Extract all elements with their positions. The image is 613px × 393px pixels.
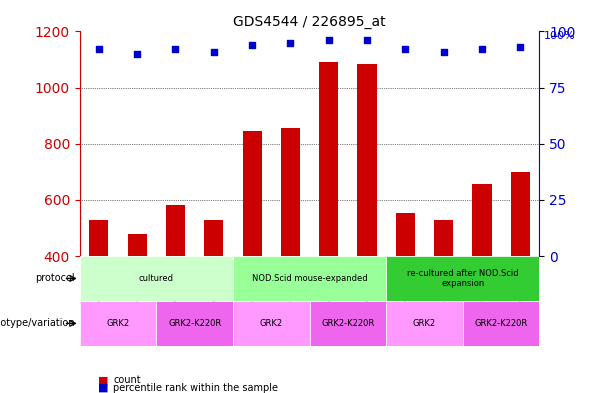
Text: GRK2-K220R: GRK2-K220R: [474, 319, 528, 328]
Point: [516, 44, 525, 50]
Point: [132, 51, 142, 57]
Bar: [281, 128, 300, 368]
FancyBboxPatch shape: [233, 301, 310, 346]
Bar: [434, 220, 453, 368]
FancyBboxPatch shape: [386, 301, 463, 346]
Text: cultured: cultured: [139, 274, 174, 283]
Text: protocol: protocol: [36, 274, 75, 283]
Text: ■: ■: [98, 383, 109, 393]
Point: [362, 37, 372, 44]
Bar: [166, 206, 185, 368]
Text: GRK2: GRK2: [413, 319, 436, 328]
FancyBboxPatch shape: [233, 256, 386, 301]
Point: [170, 46, 180, 53]
Bar: [204, 220, 223, 368]
Point: [94, 46, 104, 53]
Bar: [396, 213, 415, 368]
Bar: [357, 64, 376, 368]
FancyBboxPatch shape: [80, 256, 233, 301]
Bar: [319, 62, 338, 368]
Text: re-cultured after NOD.Scid
expansion: re-cultured after NOD.Scid expansion: [407, 269, 519, 288]
Point: [247, 42, 257, 48]
Text: NOD.Scid mouse-expanded: NOD.Scid mouse-expanded: [252, 274, 367, 283]
Bar: [128, 233, 147, 368]
Title: GDS4544 / 226895_at: GDS4544 / 226895_at: [234, 15, 386, 29]
FancyBboxPatch shape: [156, 301, 233, 346]
Text: genotype/variation: genotype/variation: [0, 318, 75, 329]
FancyBboxPatch shape: [463, 301, 539, 346]
Point: [439, 48, 449, 55]
FancyBboxPatch shape: [386, 256, 539, 301]
Bar: [511, 172, 530, 368]
Text: ■: ■: [98, 375, 109, 385]
Text: GRK2: GRK2: [107, 319, 129, 328]
FancyBboxPatch shape: [80, 301, 156, 346]
Text: GRK2: GRK2: [260, 319, 283, 328]
Text: 100%: 100%: [544, 31, 576, 41]
Bar: [473, 184, 492, 368]
Bar: [243, 131, 262, 368]
Point: [477, 46, 487, 53]
Text: GRK2-K220R: GRK2-K220R: [168, 319, 221, 328]
Bar: [89, 220, 109, 368]
Point: [286, 40, 295, 46]
Point: [400, 46, 410, 53]
Text: percentile rank within the sample: percentile rank within the sample: [113, 383, 278, 393]
Point: [324, 37, 333, 44]
Text: GRK2-K220R: GRK2-K220R: [321, 319, 375, 328]
FancyBboxPatch shape: [310, 301, 386, 346]
Text: count: count: [113, 375, 141, 385]
Point: [209, 48, 219, 55]
